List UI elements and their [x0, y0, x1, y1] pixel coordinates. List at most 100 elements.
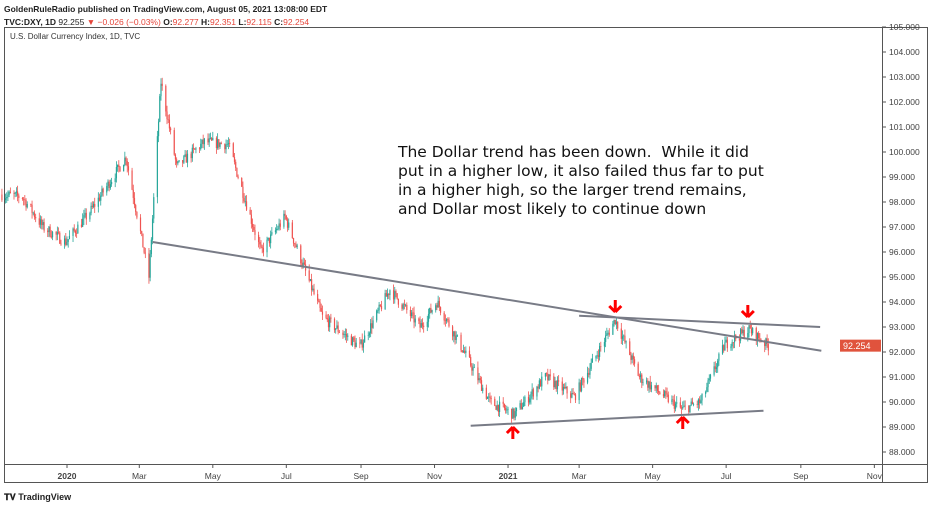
candle-body [406, 304, 408, 310]
candle-body [445, 319, 448, 322]
candle-body [241, 177, 243, 187]
candle-body [119, 166, 121, 172]
candle-body [638, 375, 640, 378]
candle-body [100, 195, 102, 201]
candle-body [151, 218, 154, 240]
y-tick-label: 88.000 [889, 447, 915, 457]
candle-body [333, 318, 336, 331]
candle-body [758, 333, 760, 339]
candle-body [224, 143, 226, 150]
candle-body [18, 195, 20, 198]
candle-body [149, 254, 151, 278]
candle-body [141, 231, 143, 234]
candle-body [220, 142, 222, 144]
candle-body [30, 203, 32, 205]
candle-body [296, 245, 298, 248]
candle-body [56, 232, 58, 235]
candle-body [215, 137, 218, 149]
candle-body [632, 355, 634, 360]
candle-body [541, 376, 543, 387]
y-tick-label: 98.000 [889, 197, 915, 207]
high-value: 92.351 [210, 17, 237, 27]
candle-body [589, 368, 591, 375]
candle-body [67, 239, 69, 242]
candle-body [166, 111, 168, 120]
candle-body [418, 318, 420, 322]
candle-body [591, 358, 593, 363]
candle-body [148, 253, 150, 278]
candle-body [370, 323, 372, 334]
candle-body [249, 209, 251, 215]
candle-body [260, 244, 262, 247]
candle-body [274, 230, 277, 233]
candle-body [329, 317, 331, 328]
x-tick-label: Jul [721, 471, 732, 481]
candle-body [420, 323, 422, 328]
candle-body [665, 391, 667, 394]
candle-body [578, 382, 580, 401]
y-tick-label: 105.000 [889, 22, 920, 32]
candle-body [320, 307, 322, 312]
candle-body [107, 181, 109, 187]
candle-body [554, 380, 556, 388]
candle-body [321, 311, 324, 315]
candle-body [283, 213, 285, 227]
candle-body [468, 350, 471, 358]
candle-body [477, 367, 479, 381]
candle-body [312, 288, 314, 291]
candle-body [707, 380, 709, 388]
candle-body [126, 161, 128, 167]
candle-body [530, 394, 532, 399]
candle-body [271, 232, 273, 235]
arrow-down-icon [608, 300, 623, 314]
candle-body [558, 380, 560, 382]
candle-body [194, 148, 196, 150]
candle-body [226, 144, 228, 145]
candle-body [570, 393, 572, 398]
candle-body [160, 83, 162, 97]
candle-body [448, 319, 450, 327]
candle-body [647, 380, 649, 388]
candle-body [85, 212, 87, 220]
candle-body [479, 378, 481, 381]
candle-body [588, 372, 590, 375]
candle-body [562, 386, 565, 391]
annotation-text: The Dollar trend has been down. While it… [398, 143, 764, 218]
candle-body [402, 304, 404, 309]
candle-body [94, 203, 96, 207]
candle-body [80, 224, 83, 227]
candle-body [168, 119, 171, 129]
candle-body [15, 191, 17, 193]
candle-body [496, 404, 498, 410]
candle-body [229, 143, 231, 144]
candle-body [482, 387, 484, 391]
candle-body [327, 319, 330, 328]
candle-body [233, 157, 236, 162]
candle-body [237, 176, 239, 178]
candle-body [60, 243, 62, 245]
candle-body [478, 378, 480, 381]
candle-body [159, 96, 161, 122]
candle-body [359, 342, 361, 344]
candle-body [752, 327, 754, 334]
candle-body [691, 401, 693, 405]
candle-body [161, 83, 163, 86]
candle-body [596, 355, 598, 356]
candle-body [731, 342, 733, 347]
candle-body [350, 335, 352, 346]
candle-body [699, 399, 701, 403]
candle-body [368, 333, 371, 336]
candle-body [108, 181, 110, 188]
y-tick-label: 100.000 [889, 147, 920, 157]
candle-body [583, 379, 585, 383]
axes: 105.000 104.000 103.000 102.000 101.000 100.0… [58, 22, 920, 481]
candle-body [57, 232, 60, 233]
candle-body [403, 304, 405, 306]
candle-body [633, 359, 636, 364]
candle-body [723, 345, 725, 351]
candle-body [600, 346, 602, 347]
chart-frame [4, 27, 928, 483]
x-tick-label: Nov [867, 471, 883, 481]
candle-body [72, 228, 74, 236]
